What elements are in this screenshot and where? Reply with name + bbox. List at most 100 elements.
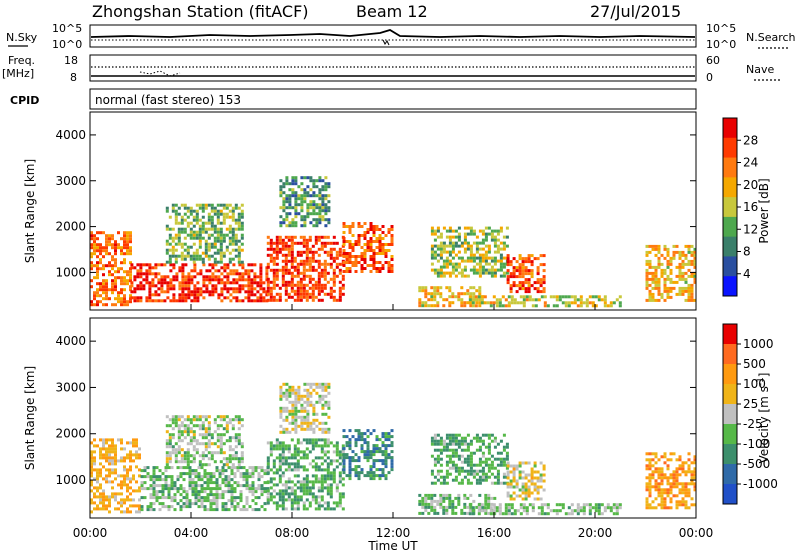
heatmap-cell [317, 253, 321, 257]
heatmap-cell [282, 418, 286, 422]
heatmap-cell [390, 429, 394, 433]
heatmap-cell [378, 234, 382, 237]
heatmap-cell [220, 278, 224, 282]
heatmap-cell [194, 469, 198, 473]
heatmap-cell [105, 246, 108, 250]
heatmap-cell [360, 468, 364, 472]
heatmap-cell [126, 453, 129, 457]
heatmap-cell [123, 459, 126, 463]
heatmap-cell [430, 304, 434, 308]
heatmap-cell [335, 489, 339, 493]
heatmap-cell [302, 504, 306, 508]
heatmap-cell [130, 266, 134, 270]
heatmap-cell [117, 474, 120, 478]
heatmap-cell [345, 240, 349, 243]
heatmap-cell [204, 463, 208, 467]
heatmap-cell [303, 197, 307, 201]
heatmap-cell [332, 450, 336, 454]
heatmap-cell [257, 484, 261, 488]
heatmap-cell [466, 469, 470, 473]
heatmap-cell [126, 282, 129, 286]
heatmap-cell [317, 486, 321, 490]
heatmap-cell [281, 489, 285, 493]
heatmap-cell [129, 273, 132, 277]
heatmap-cell [108, 447, 111, 451]
heatmap-cell [603, 295, 607, 299]
heatmap-cell [90, 453, 93, 457]
heatmap-cell [594, 509, 598, 513]
heatmap-cell [96, 486, 99, 490]
heatmap-cell [164, 478, 168, 482]
heatmap-cell [182, 478, 186, 482]
heatmap-cell [390, 270, 394, 273]
heatmap-cell [454, 265, 458, 269]
heatmap-cell [475, 481, 479, 485]
heatmap-cell [451, 478, 455, 482]
heatmap-cell [269, 253, 273, 257]
heatmap-cell [693, 485, 697, 489]
heatmap-cell [234, 433, 238, 437]
heatmap-cell [216, 451, 220, 455]
heatmap-cell [223, 284, 227, 288]
heatmap-cell [533, 485, 537, 489]
heatmap-cell [506, 254, 510, 258]
heatmap-cell [285, 409, 289, 413]
heatmap-cell [96, 474, 99, 478]
heatmap-cell [266, 496, 270, 500]
heatmap-cell [120, 288, 123, 292]
heatmap-cell [522, 509, 526, 513]
heatmap-cell [663, 256, 667, 260]
heatmap-cell [372, 225, 376, 228]
noise-right-tick-bottom: 10^0 [706, 38, 736, 51]
heatmap-cell [326, 465, 330, 469]
heatmap-cell [329, 289, 333, 293]
heatmap-cell [329, 474, 333, 478]
heatmap-cell [224, 481, 228, 485]
heatmap-cell [233, 508, 237, 512]
heatmap-cell [499, 268, 503, 272]
heatmap-cell [381, 231, 385, 234]
heatmap-cell [320, 480, 324, 484]
heatmap-cell [281, 271, 285, 275]
heatmap-cell [114, 240, 117, 244]
heatmap-cell [111, 462, 114, 466]
heatmap-cell [372, 453, 376, 457]
heatmap-cell [123, 288, 126, 292]
heatmap-cell [669, 289, 673, 293]
heatmap-cell [223, 263, 227, 267]
heatmap-cell [588, 295, 592, 299]
heatmap-cell [430, 436, 434, 440]
heatmap-cell [311, 438, 315, 442]
heatmap-cell [281, 441, 285, 445]
heatmap-cell [567, 506, 571, 510]
heatmap-cell [363, 474, 367, 478]
heatmap-cell [366, 249, 370, 252]
heatmap-cell [543, 301, 547, 305]
y-tick-label: 3000 [55, 174, 86, 188]
heatmap-cell [312, 412, 316, 416]
heatmap-cell [305, 250, 309, 254]
heatmap-cell [318, 194, 322, 198]
heatmap-cell [457, 226, 461, 230]
heatmap-cell [515, 275, 519, 279]
heatmap-cell [290, 280, 294, 284]
heatmap-cell [234, 206, 238, 210]
heatmap-cell [192, 254, 196, 258]
heatmap-cell [198, 433, 202, 437]
heatmap-cell [519, 301, 523, 305]
heatmap-cell [321, 203, 325, 207]
heatmap-cell [501, 304, 505, 308]
heatmap-cell [445, 454, 449, 458]
heatmap-cell [348, 261, 352, 264]
heatmap-cell [193, 263, 197, 267]
heatmap-cell [219, 439, 223, 443]
heatmap-cell [493, 241, 497, 245]
heatmap-cell [99, 285, 102, 289]
y-tick-label: 4000 [55, 334, 86, 348]
heatmap-cell [226, 296, 230, 300]
heatmap-cell [693, 277, 697, 281]
heatmap-cell [481, 505, 485, 509]
heatmap-cell [311, 498, 315, 502]
heatmap-cell [203, 487, 207, 491]
heatmap-cell [206, 484, 210, 488]
